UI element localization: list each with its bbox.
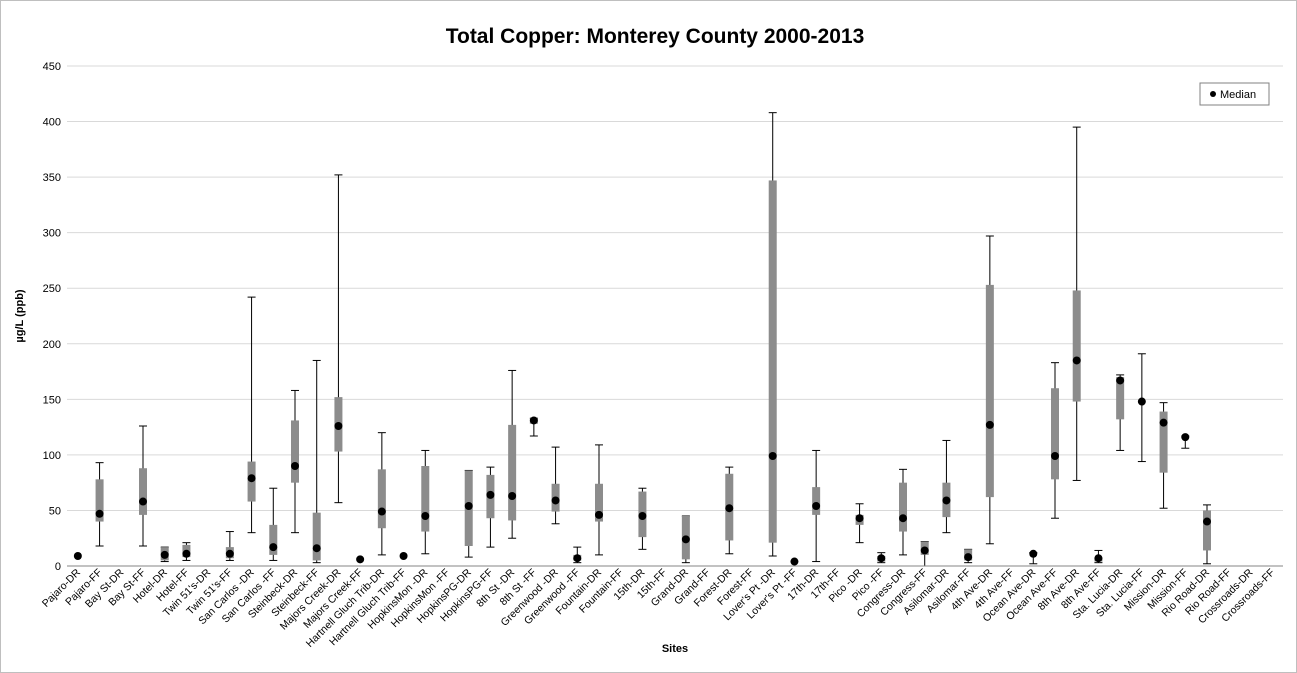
y-tick-label: 0 <box>55 561 61 573</box>
median-point <box>638 512 647 520</box>
box <box>508 424 517 521</box>
median-point <box>291 462 299 470</box>
box <box>899 482 907 532</box>
y-tick-label: 350 <box>43 172 61 184</box>
boxes <box>95 180 1211 562</box>
median-point <box>920 546 929 555</box>
box <box>377 469 386 529</box>
median-point <box>855 514 864 523</box>
whiskers <box>95 112 1211 567</box>
median-point <box>1203 517 1211 526</box>
median-point <box>985 420 994 429</box>
box <box>269 524 278 555</box>
median-markers <box>73 356 1211 566</box>
box <box>139 468 147 515</box>
median-point <box>573 554 582 563</box>
median-point <box>1137 397 1146 406</box>
median-point <box>73 552 82 560</box>
median-point <box>269 543 278 552</box>
median-point <box>95 509 104 518</box>
median-point <box>790 557 799 566</box>
gridlines <box>67 65 1283 511</box>
chart-title: Total Copper: Monterey County 2000-2013 <box>446 25 865 48</box>
y-tick-label: 150 <box>43 394 61 406</box>
box <box>1159 411 1168 473</box>
median-point <box>312 544 321 553</box>
median-point <box>1094 554 1103 563</box>
box <box>95 479 104 522</box>
y-axis-title: µg/L (ppb) <box>14 289 26 343</box>
median-point <box>464 502 473 510</box>
median-point <box>768 452 777 460</box>
y-tick-label: 50 <box>49 505 61 517</box>
y-tick-label: 300 <box>43 228 61 240</box>
median-point <box>421 512 430 520</box>
median-point <box>334 422 343 430</box>
median-point <box>725 504 734 513</box>
median-point <box>595 510 603 519</box>
median-point <box>812 502 821 510</box>
box <box>421 466 430 532</box>
box <box>1203 510 1211 551</box>
median-point <box>529 416 538 425</box>
box <box>768 180 777 543</box>
median-point <box>1181 433 1190 442</box>
box <box>312 512 321 561</box>
legend-box <box>1199 82 1270 106</box>
y-tick-label: 100 <box>43 450 61 462</box>
median-point <box>486 490 495 499</box>
median-point <box>225 549 234 558</box>
legend-median-marker <box>1210 91 1216 97</box>
median-point <box>1072 356 1081 365</box>
median-point <box>182 549 191 558</box>
median-point <box>1116 376 1125 385</box>
y-tick-label: 200 <box>43 339 61 351</box>
median-point <box>551 496 560 505</box>
median-point <box>377 507 386 516</box>
median-point <box>899 514 907 523</box>
median-point <box>1051 452 1059 460</box>
median-point <box>508 492 517 500</box>
x-axis-title: Sites <box>662 643 688 655</box>
median-point <box>1159 418 1168 427</box>
box <box>1116 377 1125 420</box>
y-axis-ticks: 0 50 100 150 200 250 300 350 400 450 <box>43 61 61 573</box>
median-point <box>877 554 886 563</box>
box <box>1051 388 1059 480</box>
box <box>812 487 821 515</box>
legend: Median <box>1199 82 1270 106</box>
median-point <box>160 550 169 559</box>
y-tick-label: 400 <box>43 117 61 129</box>
median-point <box>399 552 408 560</box>
box <box>985 284 994 498</box>
median-point <box>356 555 365 564</box>
median-point <box>942 496 951 505</box>
y-tick-label: 250 <box>43 283 61 295</box>
y-tick-label: 450 <box>43 61 61 73</box>
box <box>595 483 603 522</box>
legend-label: Median <box>1220 89 1256 101</box>
median-point <box>139 497 147 506</box>
median-point <box>1029 549 1038 558</box>
box <box>1072 290 1081 402</box>
median-point <box>247 474 256 483</box>
median-point <box>964 553 973 562</box>
box <box>291 420 299 483</box>
median-point <box>681 535 690 544</box>
